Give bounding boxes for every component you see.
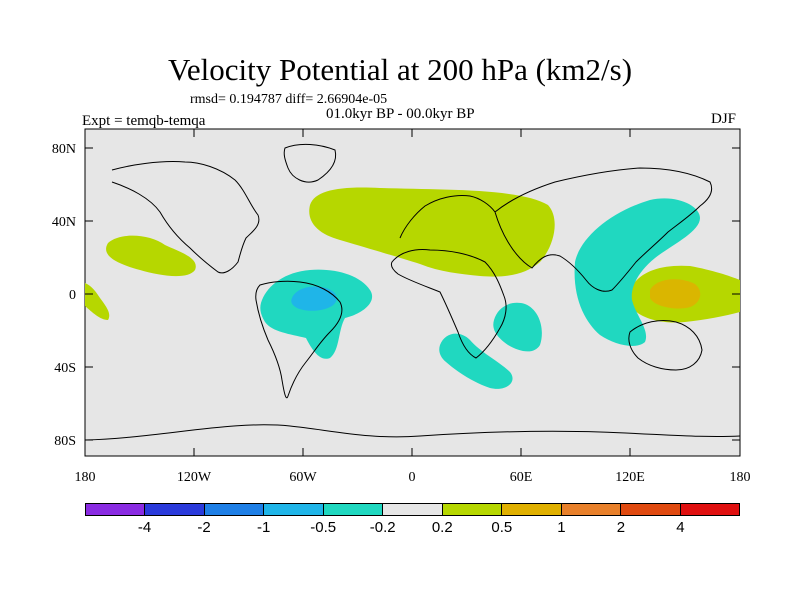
coastline-north-america bbox=[111, 161, 260, 274]
coastline-europe bbox=[399, 195, 496, 239]
colorbar-label: -0.2 bbox=[369, 519, 396, 536]
colorbar-label: 2 bbox=[616, 519, 626, 536]
lat-tick-80N: 80N bbox=[51, 142, 76, 157]
lon-tick-60W: 60W bbox=[289, 470, 317, 485]
region-negative-west-pacific-band bbox=[574, 198, 700, 346]
region-negative-south-america-core bbox=[291, 286, 337, 311]
colorbar-swatch bbox=[680, 504, 739, 515]
chart-title: Velocity Potential at 200 hPa (km2/s) bbox=[167, 52, 633, 87]
lat-tick-0: 0 bbox=[69, 288, 76, 303]
lon-tick-180E: 180 bbox=[729, 470, 751, 485]
coastline-south-america bbox=[255, 280, 343, 399]
region-positive-east-pacific bbox=[85, 283, 110, 320]
region-positive-north-pacific bbox=[106, 235, 196, 277]
colorbar-label: 0.2 bbox=[431, 519, 453, 536]
coastline-greenland bbox=[283, 143, 337, 183]
colorbar-swatch bbox=[86, 504, 146, 515]
coastline-antarctica bbox=[84, 424, 741, 441]
lon-tick-120W: 120W bbox=[176, 470, 212, 485]
colorbar bbox=[85, 503, 740, 516]
colorbar-swatch bbox=[561, 504, 622, 515]
period-line: 01.0kyr BP - 00.0kyr BP bbox=[326, 106, 475, 122]
season-label: DJF bbox=[711, 111, 737, 127]
experiment-label: Expt = temqb-temqa bbox=[82, 113, 206, 129]
colorbar-swatch bbox=[502, 504, 562, 515]
lon-tick-60E: 60E bbox=[509, 470, 533, 485]
colorbar-swatch bbox=[264, 504, 324, 515]
region-positive-0-5-west-pacific bbox=[650, 279, 701, 309]
colorbar-label: -2 bbox=[197, 519, 211, 536]
colorbar-swatch bbox=[204, 504, 265, 515]
colorbar-label: 4 bbox=[676, 519, 685, 536]
colorbar-swatch bbox=[442, 504, 503, 515]
colorbar-label: 1 bbox=[557, 519, 566, 536]
coastline-africa bbox=[390, 249, 507, 359]
region-negative-south-atlantic bbox=[439, 333, 513, 389]
colorbar-swatch bbox=[323, 504, 384, 515]
lon-tick-120E: 120E bbox=[615, 470, 645, 485]
colorbar-swatch bbox=[621, 504, 681, 515]
colorbar-swatch bbox=[383, 504, 443, 515]
coastline-asia bbox=[494, 167, 713, 292]
lat-tick-40N: 40N bbox=[51, 215, 76, 230]
lat-tick-40S: 40S bbox=[54, 361, 76, 376]
colorbar-label: -0.5 bbox=[310, 519, 337, 536]
colorbar-swatch bbox=[145, 504, 205, 515]
colorbar-label: -4 bbox=[137, 519, 152, 536]
lon-tick-0: 0 bbox=[408, 470, 416, 485]
lon-tick-180W: 180 bbox=[74, 470, 96, 485]
colorbar-label: -1 bbox=[256, 519, 271, 536]
colorbar-label: 0.5 bbox=[491, 519, 513, 536]
lat-tick-80S: 80S bbox=[54, 434, 76, 449]
stats-line: rmsd= 0.194787 diff= 2.66904e-05 bbox=[190, 92, 388, 107]
region-negative-south-america bbox=[260, 269, 373, 359]
coastline-australia bbox=[628, 319, 703, 371]
